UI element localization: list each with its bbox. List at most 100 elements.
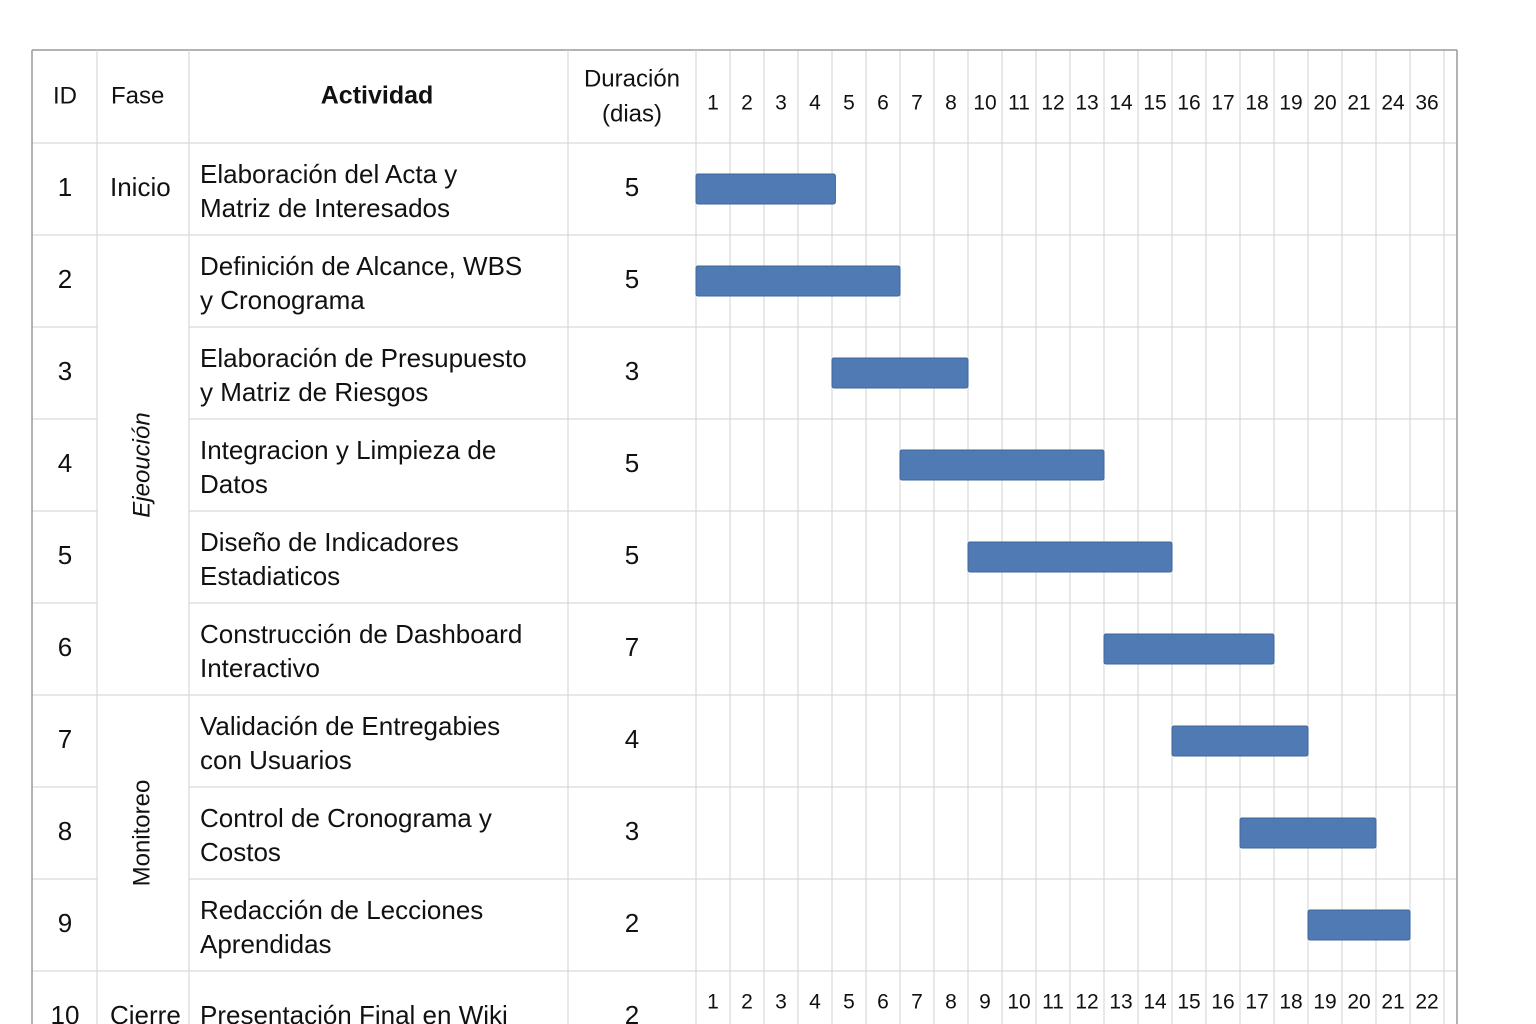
task-id: 8 (58, 816, 72, 846)
bottom-axis-tick: 16 (1211, 991, 1234, 1014)
top-axis-tick: 8 (945, 92, 957, 115)
top-axis-tick: 4 (809, 92, 821, 115)
task-bar (695, 173, 836, 205)
bottom-axis-tick: 4 (809, 991, 821, 1014)
table-header: ID Fase Actividad Duración (dias) (53, 65, 680, 127)
task-activity-line: Integracion y Limpieza de (200, 435, 496, 465)
bottom-axis-tick: 1 (707, 991, 719, 1014)
task-activity-line: Construcción de Dashboard (200, 619, 522, 649)
task-id: 5 (58, 540, 72, 570)
task-id: 10 (51, 1000, 80, 1024)
bottom-axis-tick: 18 (1279, 991, 1302, 1014)
top-axis-tick: 11 (1008, 92, 1030, 115)
task-duration: 3 (625, 816, 639, 846)
top-axis-tick: 10 (973, 92, 996, 115)
header-activity: Actividad (321, 82, 434, 110)
bottom-axis-tick: 2 (741, 991, 753, 1014)
header-duration-line1: Duración (584, 65, 680, 92)
table-row: 1 Elaboración del Acta y Matriz de Interes… (58, 159, 639, 223)
bottom-axis-tick: 17 (1245, 991, 1268, 1014)
phase-label: Cierre (110, 1000, 181, 1024)
bottom-axis-tick: 22 (1415, 991, 1438, 1014)
task-id: 2 (58, 264, 72, 294)
table-row: 5 Diseño de Indicadores Estadiaticos 5 (58, 527, 639, 591)
task-activity-line: Redacción de Lecciones (200, 895, 483, 925)
table-row: 6 Construcción de Dashboard Interactivo 7 (58, 619, 639, 683)
table-body: 1 Elaboración del Acta y Matriz de Interes… (51, 159, 640, 1024)
task-id: 1 (58, 172, 72, 202)
grid (31, 49, 1458, 1024)
table-row: 4 Integracion y Limpieza de Datos 5 (58, 435, 639, 499)
task-activity-line: Estadiaticos (200, 561, 340, 591)
top-axis-tick: 36 (1415, 92, 1438, 115)
phase-column: Inicio Ejeoución Monitoreo Cierre (110, 172, 181, 1024)
bottom-axis-tick: 12 (1075, 991, 1098, 1014)
bottom-axis-tick: 10 (1007, 991, 1030, 1014)
task-bar (899, 449, 1105, 481)
task-activity-line: Datos (200, 469, 268, 499)
top-axis-tick: 5 (843, 92, 855, 115)
top-axis-tick: 24 (1381, 92, 1405, 115)
task-duration: 5 (625, 540, 639, 570)
bottom-axis-tick: 20 (1347, 991, 1370, 1014)
top-axis-tick: 1 (707, 92, 719, 115)
header-id: ID (53, 82, 77, 109)
task-activity-line: Interactivo (200, 653, 320, 683)
top-axis-tick: 7 (911, 92, 923, 115)
top-axis-tick: 12 (1041, 92, 1064, 115)
top-axis-tick: 3 (775, 92, 787, 115)
task-id: 9 (58, 908, 72, 938)
task-duration: 7 (625, 632, 639, 662)
task-activity-line: Definición de Alcance, WBS (200, 251, 522, 281)
task-activity: Presentación Final en Wiki (200, 1000, 508, 1024)
top-axis-tick: 17 (1211, 92, 1234, 115)
task-id: 4 (58, 448, 72, 478)
top-axis-tick: 18 (1245, 92, 1268, 115)
task-bar (1239, 817, 1377, 849)
task-duration: 2 (625, 1000, 639, 1024)
task-activity-line: Aprendidas (200, 929, 332, 959)
bottom-axis-tick: 11 (1042, 991, 1064, 1014)
task-activity-line: Matriz de Interesados (200, 193, 450, 223)
bottom-axis-tick: 3 (775, 991, 787, 1014)
task-duration: 3 (625, 356, 639, 386)
phase-label: Ejeoución (128, 412, 155, 517)
bottom-axis-tick: 8 (945, 991, 957, 1014)
table-row: 8 Control de Cronograma y Costos 3 (58, 803, 639, 867)
task-activity-line: y Cronograma (200, 285, 365, 315)
bottom-axis-tick: 6 (877, 991, 889, 1014)
top-axis-tick: 15 (1143, 92, 1166, 115)
table-row: 10 Presentación Final en Wiki 2 (51, 1000, 640, 1024)
task-bar (1307, 909, 1411, 941)
task-duration: 5 (625, 172, 639, 202)
task-activity-line: con Usuarios (200, 745, 352, 775)
table-row: 9 Redacción de Lecciones Aprendidas 2 (58, 895, 639, 959)
task-bar (695, 265, 901, 297)
task-activity-line: Validación de Entregabies (200, 711, 500, 741)
top-axis-tick: 21 (1347, 92, 1370, 115)
bottom-axis-tick: 21 (1381, 991, 1404, 1014)
top-axis-tick: 19 (1279, 92, 1302, 115)
task-bar (1171, 725, 1309, 757)
bottom-axis-tick: 13 (1109, 991, 1132, 1014)
task-bar (1103, 633, 1275, 665)
phase-label: Monitoreo (128, 780, 155, 887)
bottom-axis-tick: 15 (1177, 991, 1200, 1014)
task-id: 3 (58, 356, 72, 386)
task-duration: 4 (625, 724, 639, 754)
bars (695, 173, 1411, 941)
task-id: 7 (58, 724, 72, 754)
bottom-axis-tick: 5 (843, 991, 855, 1014)
header-phase: Fase (111, 82, 164, 109)
task-activity-line: Diseño de Indicadores (200, 527, 459, 557)
task-id: 6 (58, 632, 72, 662)
table-row: 3 Elaboración de Presupuesto y Matriz de R… (58, 343, 639, 407)
top-axis-tick: 20 (1313, 92, 1336, 115)
bottom-axis-tick: 14 (1143, 991, 1167, 1014)
task-activity-line: Elaboración de Presupuesto (200, 343, 527, 373)
task-activity-line: Elaboración del Acta y (200, 159, 457, 189)
axis-ticks: 1 2 3 4 5 6 7 8 10 11 12 13 14 15 16 17 18 19 20 21 24 361 2 3 4… (707, 92, 1439, 1014)
task-bar (831, 357, 969, 389)
table-row: 2 Definición de Alcance, WBS y Cronograma 5 (58, 251, 639, 315)
